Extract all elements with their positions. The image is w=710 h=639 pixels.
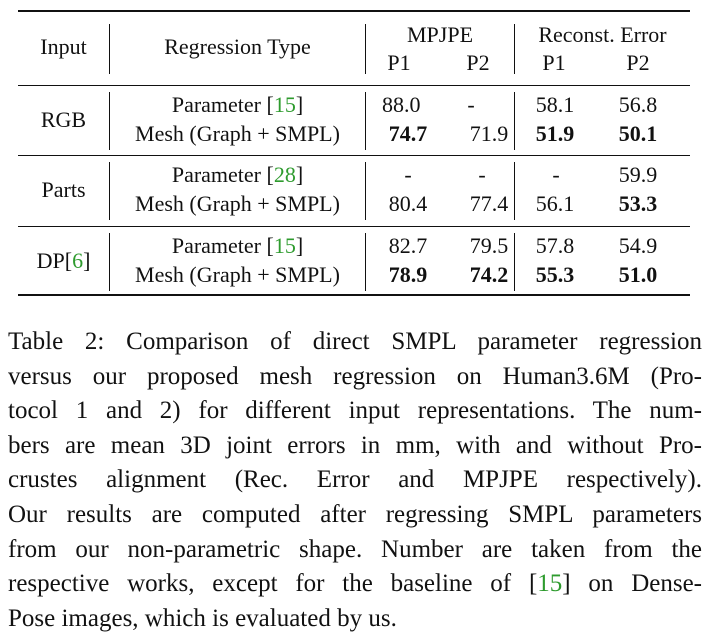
cell-mpjpe-p2: 74.2	[469, 262, 509, 287]
group-input-parts: Parts	[18, 177, 109, 203]
vrule-mpjpe	[514, 162, 516, 220]
caption-line: Pose images, which is evaluated by us.	[8, 604, 397, 632]
table-caption: Table 2: Comparison of direct SMPL param…	[8, 325, 702, 636]
results-table: Input Regression Type MPJPE Reconst. Err…	[18, 10, 690, 296]
header-rule	[18, 85, 690, 87]
cell-mpjpe-p2: 79.5	[469, 233, 509, 258]
caption-line: from our non-parametric shape. Number ar…	[8, 535, 702, 563]
caption-line: versus our proposed mesh regression on H…	[8, 362, 702, 390]
cell-rec-p1: 58.1	[535, 92, 575, 117]
group-input-label: Parts	[41, 177, 86, 202]
cell-rec-p1: 57.8	[535, 233, 575, 258]
caption-line: Our results are computed after regressin…	[8, 500, 702, 528]
cell-mpjpe-p2: 71.9	[469, 121, 509, 146]
vrule-input	[109, 233, 111, 291]
cell-rec-p2: 53.3	[618, 191, 658, 216]
header-rec-p2: P2	[626, 50, 650, 75]
caption-line: bers are mean 3D joint errors in mm, wit…	[8, 431, 702, 459]
cell-rec-p1: -	[552, 162, 560, 187]
cell-rec-p2: 51.0	[618, 262, 658, 287]
group-input-rgb: RGB	[18, 107, 109, 133]
vrule-type	[365, 24, 367, 74]
header-mpjpe-p1: P1	[387, 50, 411, 75]
cell-rec-p1: 55.3	[535, 262, 575, 287]
row-type-label: Parameter	[171, 233, 267, 258]
cell-mpjpe-p1: -	[404, 162, 412, 187]
cell-rec-p2: 56.8	[618, 92, 658, 117]
cell-mpjpe-p1: 80.4	[388, 191, 428, 216]
cell-mpjpe-p1: 88.0	[382, 92, 421, 117]
row-type: Mesh (Graph + SMPL)	[135, 121, 340, 146]
row-type-label: Parameter	[171, 162, 267, 187]
cell-mpjpe-p2: 77.4	[469, 191, 509, 216]
row-type-label: Parameter	[171, 92, 267, 117]
caption-line: crustes alignment (Rec. Error and MPJPE …	[8, 466, 702, 494]
cell-mpjpe-p2: -	[467, 92, 475, 117]
cell-rec-p2: 59.9	[618, 162, 658, 187]
cell-mpjpe-p1: 74.7	[388, 121, 428, 146]
citation-link[interactable]: 15	[273, 233, 296, 258]
citation-link[interactable]: 15	[537, 570, 563, 598]
citation-link[interactable]: 28	[273, 162, 296, 187]
vrule-input	[109, 162, 111, 220]
vrule-type	[365, 92, 367, 150]
row-type: Mesh (Graph + SMPL)	[135, 191, 340, 216]
cell-rec-p1: 51.9	[535, 121, 575, 146]
citation-link[interactable]: 15	[273, 92, 296, 117]
row-type: Parameter [15]	[171, 233, 304, 258]
group-input-label: RGB	[40, 107, 87, 132]
row-type: Parameter [15]	[171, 92, 304, 117]
row-type: Parameter [28]	[171, 162, 304, 187]
row-type: Mesh (Graph + SMPL)	[135, 262, 340, 287]
vrule-mpjpe	[514, 92, 516, 150]
group-rule-2	[18, 226, 690, 228]
vrule-mpjpe	[514, 24, 516, 74]
cell-mpjpe-p1: 82.7	[388, 233, 428, 258]
cell-mpjpe-p1: 78.9	[388, 262, 428, 287]
bottom-rule	[18, 294, 690, 296]
caption-line-suffix: on Dense-	[570, 570, 702, 598]
group-rule-1	[18, 155, 690, 157]
header-mpjpe-p2: P2	[466, 50, 490, 75]
cell-rec-p2: 50.1	[618, 121, 658, 146]
group-input-label: DP	[36, 248, 65, 273]
header-rec-p1: P1	[542, 50, 566, 75]
citation-link[interactable]: 6	[72, 248, 84, 273]
vrule-input	[109, 24, 111, 74]
top-rule	[18, 10, 690, 12]
header-reconst-error: Reconst. Error	[538, 22, 667, 47]
header-input: Input	[40, 34, 87, 59]
header-regression-type: Regression Type	[164, 34, 311, 59]
vrule-type	[365, 162, 367, 220]
caption-line-with-citation: respective works, except for the baselin…	[8, 570, 702, 598]
cell-mpjpe-p2: -	[478, 162, 486, 187]
caption-line-text: respective works, except for the baselin…	[8, 570, 529, 598]
caption-line: Table 2: Comparison of direct SMPL param…	[8, 328, 702, 355]
vrule-type	[365, 233, 367, 291]
caption-line: tocol 1 and 2) for different input repre…	[8, 397, 702, 425]
vrule-input	[109, 92, 111, 150]
header-mpjpe: MPJPE	[406, 22, 474, 47]
cell-rec-p2: 54.9	[618, 233, 658, 258]
group-input-dp: DP[6]	[36, 248, 91, 273]
cell-rec-p1: 56.1	[535, 191, 575, 216]
vrule-mpjpe	[514, 233, 516, 291]
